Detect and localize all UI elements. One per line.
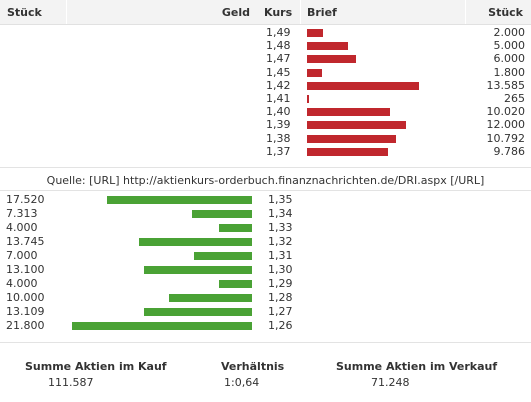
geld-row: 21.800 1,26 [0,319,531,332]
brief-row: 1,40 10.020 [0,105,531,118]
geld-stueck: 7.000 [6,249,38,262]
geld-kurs: 1,31 [268,249,293,262]
brief-row: 1,49 2.000 [0,26,531,39]
geld-volume-bar [169,294,252,302]
geld-volume-bar [72,322,252,330]
section-divider [0,190,531,191]
brief-kurs: 1,42 [266,78,291,92]
brief-stueck: 6.000 [493,52,526,66]
geld-row: 13.109 1,27 [0,305,531,318]
brief-volume-bar [307,42,348,51]
brief-volume-bar [307,108,390,117]
brief-stueck: 12.000 [486,118,526,132]
geld-row: 17.520 1,35 [0,193,531,206]
geld-stueck: 7.313 [6,207,38,220]
summe-verkauf-value: 71.248 [371,376,410,389]
geld-volume-bar [107,196,252,204]
brief-stueck: 10.020 [486,105,526,119]
geld-stueck: 13.100 [6,263,45,276]
brief-row: 1,48 5.000 [0,39,531,52]
geld-stueck: 4.000 [6,277,38,290]
geld-kurs: 1,33 [268,221,293,234]
brief-stueck: 265 [504,92,525,105]
brief-row: 1,42 13.585 [0,79,531,92]
geld-volume-bar [144,308,252,316]
brief-row: 1,38 10.792 [0,132,531,145]
brief-volume-bar [307,29,323,37]
section-divider [0,342,531,343]
geld-volume-bar [139,238,252,246]
brief-volume-bar [307,121,406,130]
brief-row: 1,39 12.000 [0,118,531,131]
header-brief: Brief [307,6,337,19]
brief-stueck: 1.800 [493,65,526,79]
brief-row: 1,45 1.800 [0,66,531,79]
brief-kurs: 1,39 [266,118,291,132]
header-geld: Geld [221,6,250,19]
brief-kurs: 1,48 [266,39,291,53]
brief-volume-bar [307,147,388,156]
header-divider [465,0,466,24]
brief-kurs: 1,41 [266,92,291,105]
summe-kauf-value: 111.587 [48,376,94,389]
geld-stueck: 17.520 [6,193,45,206]
brief-kurs: 1,37 [266,144,291,158]
geld-kurs: 1,27 [268,305,293,318]
geld-row: 13.745 1,32 [0,235,531,248]
header-divider [66,0,67,24]
brief-kurs: 1,45 [266,65,291,79]
brief-stueck: 13.585 [486,78,526,92]
verhaeltnis-label: Verhältnis [221,360,285,373]
summe-kauf-label: Summe Aktien im Kauf [25,360,167,373]
geld-kurs: 1,32 [268,235,293,248]
geld-row: 13.100 1,30 [0,263,531,276]
geld-kurs: 1,26 [268,319,293,332]
geld-volume-bar [219,280,252,288]
geld-kurs: 1,34 [268,207,293,220]
geld-kurs: 1,35 [268,193,293,206]
geld-stueck: 10.000 [6,291,45,304]
brief-stueck: 9.786 [493,144,526,158]
header-stueck-left: Stück [7,6,42,19]
geld-row: 4.000 1,29 [0,277,531,290]
header-divider [300,0,301,24]
section-divider [0,167,531,168]
brief-kurs: 1,40 [266,105,291,119]
orderbook-header: Stück Geld Kurs Brief Stück [0,0,531,25]
brief-volume-bar [307,68,322,77]
geld-row: 10.000 1,28 [0,291,531,304]
verhaeltnis-value: 1:0,64 [224,376,260,389]
source-note: Quelle: [URL] http://aktienkurs-orderbuc… [46,174,485,187]
geld-stueck: 4.000 [6,221,38,234]
brief-volume-bar [307,55,356,64]
brief-kurs: 1,49 [266,26,291,39]
brief-kurs: 1,38 [266,131,291,145]
brief-volume-bar [307,81,419,90]
geld-volume-bar [194,252,252,260]
geld-row: 7.000 1,31 [0,249,531,262]
geld-volume-bar [192,210,252,218]
brief-stueck: 2.000 [493,26,526,39]
header-kurs: Kurs [264,6,293,19]
geld-stueck: 13.745 [6,235,45,248]
geld-stueck: 21.800 [6,319,45,332]
geld-kurs: 1,29 [268,277,293,290]
brief-row: 1,47 6.000 [0,52,531,65]
geld-volume-bar [219,224,252,232]
geld-kurs: 1,30 [268,263,293,276]
brief-stueck: 5.000 [493,39,526,53]
geld-row: 4.000 1,33 [0,221,531,234]
geld-stueck: 13.109 [6,305,45,318]
brief-row: 1,41 265 [0,92,531,105]
geld-row: 7.313 1,34 [0,207,531,220]
geld-volume-bar [144,266,252,274]
brief-row: 1,37 9.786 [0,145,531,158]
header-stueck-right: Stück [488,6,523,19]
geld-kurs: 1,28 [268,291,293,304]
brief-stueck: 10.792 [486,131,526,145]
brief-volume-bar [307,95,309,103]
summe-verkauf-label: Summe Aktien im Verkauf [336,360,498,373]
brief-kurs: 1,47 [266,52,291,66]
brief-volume-bar [307,134,396,143]
